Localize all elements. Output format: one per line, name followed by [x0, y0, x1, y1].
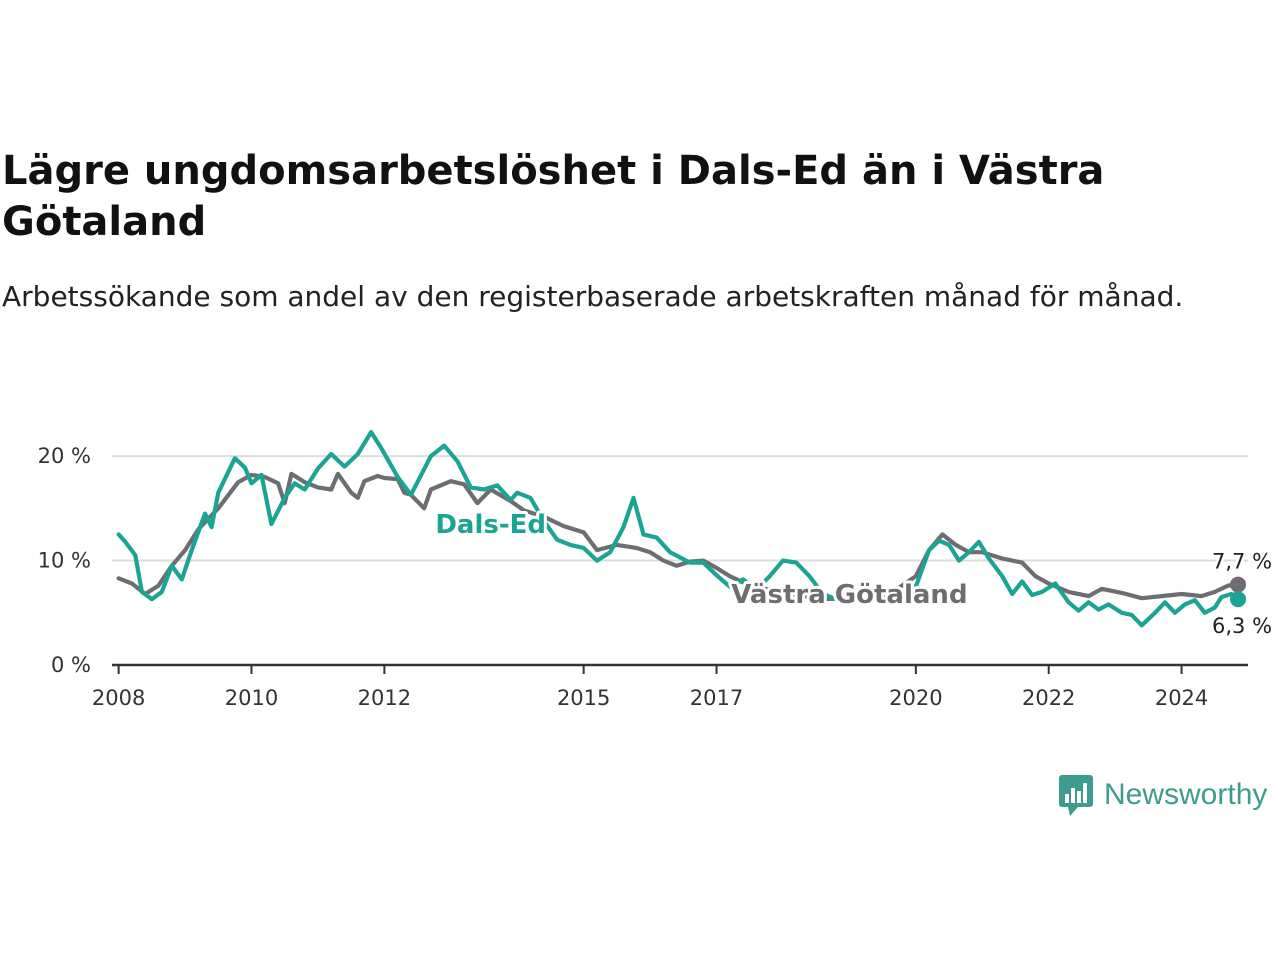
x-tick-label: 2022	[1022, 686, 1075, 710]
series-line-dals-ed	[116, 430, 1241, 628]
y-tick-label: 0 %	[51, 653, 91, 677]
end-point-vastra-gotaland	[1230, 576, 1247, 593]
axes: 0 % 10 % 20 % 2008 2010 2012 2015 2017 2020 2022 2…	[38, 444, 1248, 710]
series-lines	[116, 430, 1247, 628]
end-point-dals-ed	[1230, 591, 1247, 608]
series-labels: 7,7 % 6,3 % Dals-Ed Västra Götaland	[432, 507, 1274, 641]
series-label-dals-ed: Dals-Ed	[435, 510, 546, 540]
x-tick-label: 2024	[1155, 686, 1208, 710]
x-tick-label: 2010	[225, 686, 278, 710]
x-tick-label: 2017	[690, 686, 743, 710]
series-line-vastra-gotaland	[116, 471, 1241, 602]
y-tick-label: 20 %	[38, 444, 91, 468]
grid-lines	[112, 455, 1248, 562]
series-label-vastra-gotaland: Västra Götaland	[731, 580, 967, 610]
end-value-label-dals-ed: 6,3 %	[1212, 614, 1272, 638]
newsworthy-logo[interactable]: Newsworthy	[1058, 772, 1267, 818]
brand-name: Newsworthy	[1104, 778, 1268, 811]
chart-title: Lägre ungdomsarbetslöshet i Dals-Ed än i…	[2, 148, 1105, 245]
x-tick-label: 2020	[889, 686, 942, 710]
x-tick-label: 2015	[557, 686, 610, 710]
x-tick-label: 2012	[358, 686, 411, 710]
end-value-label-vastra-gotaland: 7,7 %	[1212, 550, 1272, 574]
bar-chart-icon	[1059, 775, 1093, 816]
y-tick-label: 10 %	[38, 549, 91, 573]
x-tick-label: 2008	[92, 686, 145, 710]
chart-subtitle: Arbetssökande som andel av den registerb…	[2, 280, 1184, 313]
